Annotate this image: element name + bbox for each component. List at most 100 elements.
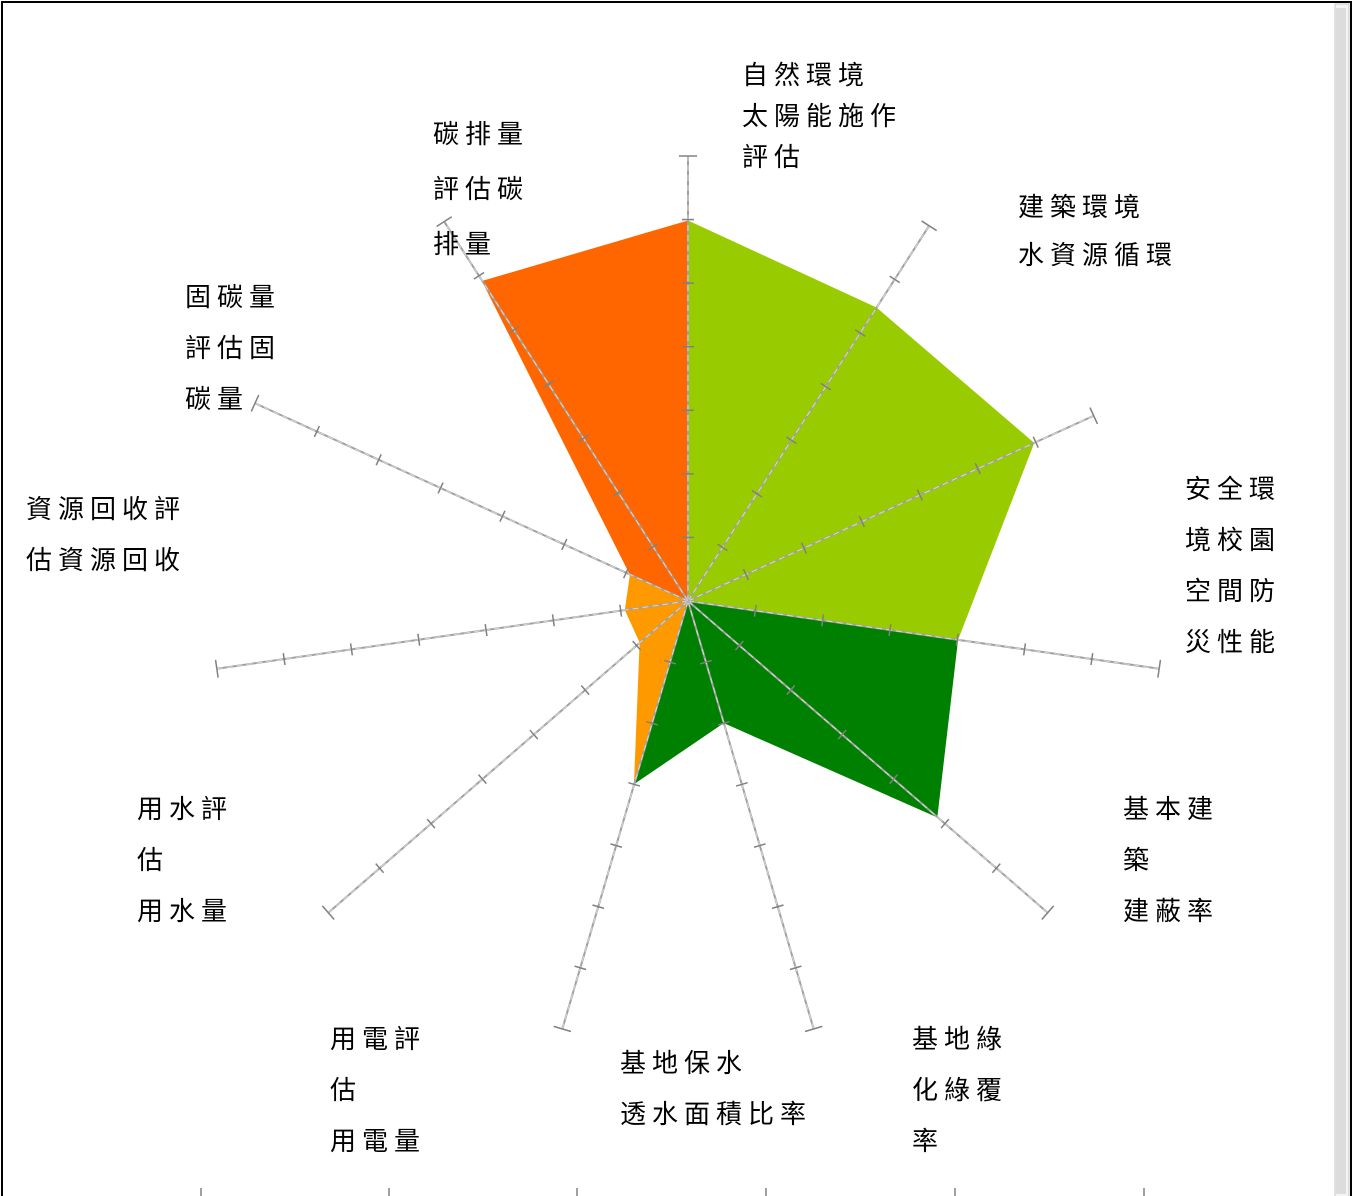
axis-label-carbon-fixation-line-2: 碳量: [185, 385, 249, 415]
axis-label-green-coverage-line-2: 率: [912, 1127, 944, 1157]
axis-tick: [417, 633, 421, 646]
axis-label-electricity-line-0: 用電評: [330, 1025, 426, 1055]
axis-label-auto-nature-line-0: 自然環境: [742, 61, 870, 91]
axis-label-safety-line-0: 安全環: [1185, 475, 1281, 505]
axis-tick: [499, 510, 506, 523]
axis-tick: [321, 905, 335, 921]
axis-tick: [955, 633, 959, 646]
axis-tick: [214, 659, 219, 678]
axis-label-site-coverage-line-1: 築: [1123, 846, 1155, 876]
axis-tick: [1041, 905, 1055, 921]
axis-tick: [375, 863, 385, 874]
axis-tick: [771, 904, 784, 910]
axis-tick: [753, 843, 766, 848]
axis-dash-carbon-emission: [443, 221, 689, 602]
axis-label-electricity-line-1: 估: [330, 1076, 362, 1106]
axis-label-water-retention-line-0: 基地保水: [620, 1049, 748, 1079]
axis-tick: [437, 482, 444, 494]
axis-tick: [477, 774, 487, 785]
axis-label-carbon-emission-line-1: 評估碳: [433, 175, 529, 205]
axis-tick: [436, 216, 453, 228]
axis-label-water-use-line-1: 估: [137, 846, 169, 876]
axis-tick: [785, 436, 797, 445]
axis-tick: [786, 685, 796, 696]
axis-tick: [508, 326, 520, 334]
axis-tick: [561, 538, 568, 551]
scrollbar-thumb[interactable]: [1336, 8, 1346, 1194]
bottom-ticks: [200, 1188, 1145, 1196]
axis-tick: [375, 453, 382, 466]
axis-tick: [991, 863, 1001, 874]
axis-line-recycling: [216, 600, 689, 670]
axis-dash-electricity: [561, 600, 689, 1030]
axis-tick: [632, 640, 642, 651]
axis-tick: [473, 271, 485, 280]
axis-tick: [753, 604, 757, 617]
axis-tick: [820, 382, 832, 391]
axis-label-electricity-line-2: 用電量: [330, 1127, 426, 1157]
axis-label-site-coverage-line-0: 基本建: [1123, 795, 1219, 825]
axis-tick: [940, 818, 950, 829]
axis-tick: [734, 640, 744, 651]
axis-tick: [313, 425, 321, 438]
axis-tick: [1022, 643, 1027, 656]
axis-tick: [789, 965, 802, 971]
axis-tick: [664, 659, 677, 665]
axis-label-auto-nature-line-2: 評估: [742, 143, 806, 173]
axis-tick: [646, 720, 659, 726]
axis-label-carbon-fixation-line-1: 評估固: [185, 334, 281, 364]
axis-tick: [800, 542, 808, 554]
axis-line-carbon-fixation: [254, 402, 689, 602]
axis-label-green-coverage-line-0: 基地綠: [912, 1025, 1008, 1055]
axis-label-recycling-line-1: 估資源回收: [26, 546, 186, 576]
axis-line-water-use: [327, 600, 689, 914]
axis-tick: [426, 818, 436, 829]
axis-dash-building-water: [687, 225, 930, 602]
axis-tick: [804, 1025, 823, 1033]
axis-tick: [1089, 407, 1099, 425]
axis-tick: [578, 434, 589, 443]
axis-tick: [751, 489, 763, 498]
axis-tick: [529, 729, 539, 740]
axis-layer: [214, 155, 1162, 1033]
axis-tick: [974, 462, 981, 475]
axis-tick: [735, 781, 748, 787]
axis-tick: [250, 394, 260, 412]
axis-label-auto-nature-line-1: 太陽能施作: [742, 102, 902, 132]
axis-tick: [553, 1025, 572, 1033]
axis-label-building-water-line-1: 水資源循環: [1018, 241, 1178, 271]
axis-label-safety-line-1: 境校園: [1185, 526, 1281, 556]
axis-tick: [854, 329, 866, 337]
axis-tick: [349, 643, 354, 656]
axis-tick: [610, 843, 623, 848]
axis-dash-safety: [687, 415, 1094, 602]
axis-tick: [628, 781, 641, 787]
axis-tick: [889, 774, 899, 785]
axis-tick: [574, 965, 587, 971]
axis-line-site-coverage: [687, 600, 1160, 670]
label-layer: 自然環境太陽能施作評估建築環境水資源循環安全環境校園空間防災性能基本建築建蔽率基…: [26, 61, 1281, 1157]
axis-tick: [716, 543, 728, 552]
axis-label-safety-line-3: 災性能: [1185, 628, 1281, 658]
axis-tick: [1157, 659, 1162, 678]
axis-tick: [858, 515, 866, 528]
axis-label-water-use-line-2: 用水量: [137, 897, 233, 927]
axis-dash-water-retention: [687, 600, 815, 1030]
axis-tick: [592, 904, 605, 910]
axis-tick: [612, 488, 624, 497]
axis-label-safety-line-2: 空間防: [1185, 577, 1281, 607]
axis-tick: [622, 566, 630, 579]
axis-tick: [888, 623, 892, 637]
axis-tick: [889, 275, 901, 284]
axis-line-green-coverage: [687, 600, 1049, 914]
axis-tick: [580, 685, 590, 696]
axis-label-building-water-line-0: 建築環境: [1018, 193, 1146, 223]
axis-label-carbon-emission-line-2: 排量: [433, 230, 497, 260]
axis-label-carbon-fixation-line-0: 固碳量: [185, 283, 281, 313]
axis-label-carbon-emission-line-0: 碳排量: [433, 120, 529, 150]
axis-label-site-coverage-line-2: 建蔽率: [1123, 897, 1219, 927]
axis-tick: [282, 653, 286, 666]
axis-label-water-retention-line-1: 透水面積比率: [620, 1100, 812, 1130]
axis-tick: [619, 604, 623, 617]
axis-tick: [647, 542, 659, 551]
